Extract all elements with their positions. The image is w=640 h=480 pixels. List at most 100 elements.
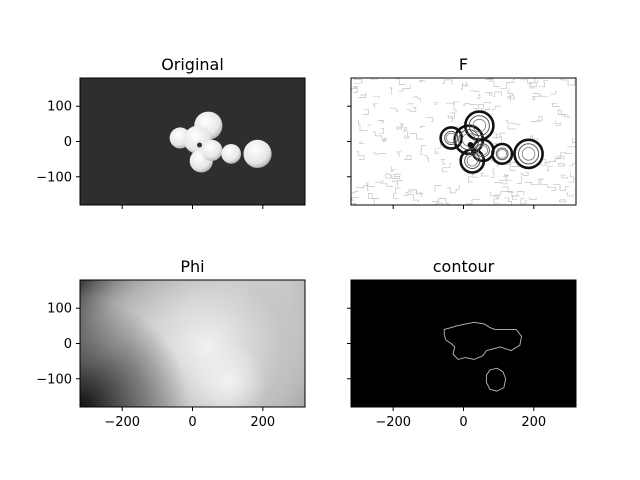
texture-stroke <box>446 185 460 194</box>
texture-stroke <box>530 115 543 122</box>
texture-stroke <box>353 86 359 93</box>
panel-title: Phi <box>180 257 204 276</box>
texture-stroke <box>351 202 357 205</box>
edge-outline <box>513 138 544 170</box>
edge-outline <box>439 126 464 150</box>
texture-stroke <box>493 91 502 97</box>
blob-shadow <box>197 142 203 148</box>
panel-bottom-left: Phi −200 0 200 100 0 −100 <box>36 257 306 430</box>
texture-stroke <box>390 166 397 173</box>
texture-stroke <box>559 79 576 86</box>
panel-top-left: Original 100 0 −100 <box>36 55 306 209</box>
texture-stroke <box>482 101 491 104</box>
texture-stroke <box>420 145 426 156</box>
texture-stroke <box>404 131 410 139</box>
texture-stroke <box>373 103 379 109</box>
texture-stroke <box>375 180 384 183</box>
texture-stroke <box>505 120 521 125</box>
x-tick-label: −200 <box>104 415 140 430</box>
texture-stroke <box>396 78 406 85</box>
texture-stroke <box>466 198 480 205</box>
texture-stroke <box>378 128 385 134</box>
texture-stroke <box>512 191 525 200</box>
texture-stroke <box>554 152 573 159</box>
texture-stroke <box>492 135 502 142</box>
texture-stroke <box>462 103 478 106</box>
y-tick-label: 0 <box>64 337 72 352</box>
texture-stroke <box>433 102 439 105</box>
texture-stroke <box>434 185 442 192</box>
edge-detail <box>472 118 487 133</box>
panel-bottom-right: contour −200 0 200 <box>347 257 577 430</box>
texture-stroke <box>495 132 506 139</box>
texture-stroke <box>393 187 401 199</box>
blob <box>221 144 242 164</box>
edge-blob-fill <box>491 143 514 165</box>
panel-title: F <box>459 55 468 74</box>
texture-stroke <box>372 151 387 155</box>
texture-stroke <box>440 159 446 165</box>
edge-inner <box>468 115 490 137</box>
texture-stroke <box>557 163 565 167</box>
panel-title: Original <box>161 55 224 74</box>
edge-outline <box>491 142 514 165</box>
y-tick-label: −100 <box>36 372 72 387</box>
y-tick-label: 0 <box>64 135 72 150</box>
texture-stroke <box>372 95 380 99</box>
texture-stroke <box>442 163 452 173</box>
texture-stroke <box>461 83 464 91</box>
x-tick-label: 0 <box>459 415 467 430</box>
texture-stroke <box>485 92 493 96</box>
texture-stroke <box>392 180 403 187</box>
texture-stroke <box>409 189 423 195</box>
texture-stroke <box>358 93 367 98</box>
texture-stroke <box>554 120 562 126</box>
edge-inner <box>464 152 481 170</box>
texture-stroke <box>403 127 408 134</box>
y-tick-label: −100 <box>36 170 72 185</box>
texture-stroke <box>520 198 527 205</box>
texture-stroke <box>447 112 455 119</box>
texture-stroke <box>543 159 557 164</box>
texture-stroke <box>465 81 469 88</box>
texture-stroke <box>490 168 495 178</box>
edge-detail <box>466 155 478 167</box>
texture-stroke <box>504 197 512 205</box>
texture-stroke <box>403 155 412 160</box>
edge-inner <box>495 147 509 161</box>
texture-stroke <box>413 96 421 103</box>
texture-stroke <box>356 150 365 161</box>
texture-stroke <box>491 155 502 168</box>
texture-stroke <box>385 173 392 179</box>
edge-inner <box>444 130 459 146</box>
texture-stroke <box>555 155 565 160</box>
texture-stroke <box>505 191 520 197</box>
texture-stroke <box>538 80 549 88</box>
texture-stroke <box>419 126 426 128</box>
texture-stroke <box>382 137 387 143</box>
texture-stroke <box>494 182 509 185</box>
texture-stroke <box>567 172 575 183</box>
texture-stroke <box>377 119 384 123</box>
texture-stroke <box>507 89 515 101</box>
texture-stroke <box>493 198 500 204</box>
texture-stroke <box>569 163 576 167</box>
texture-stroke <box>398 84 411 92</box>
panel-title: contour <box>433 257 495 276</box>
texture-stroke <box>540 178 556 191</box>
texture-stroke <box>389 87 393 95</box>
texture-stroke <box>490 191 499 200</box>
edge-detail <box>497 149 508 159</box>
texture-stroke <box>528 197 537 200</box>
texture-stroke <box>372 131 387 141</box>
texture-stroke <box>410 133 424 140</box>
texture-stroke <box>470 90 480 92</box>
texture-stroke <box>425 116 434 123</box>
edge-detail <box>521 147 536 161</box>
edge-blob-fill <box>513 138 544 169</box>
texture-stroke <box>488 80 501 87</box>
texture-stroke <box>356 184 369 191</box>
texture-stroke <box>359 141 365 144</box>
image-background <box>351 280 576 407</box>
contour-line <box>443 321 522 360</box>
